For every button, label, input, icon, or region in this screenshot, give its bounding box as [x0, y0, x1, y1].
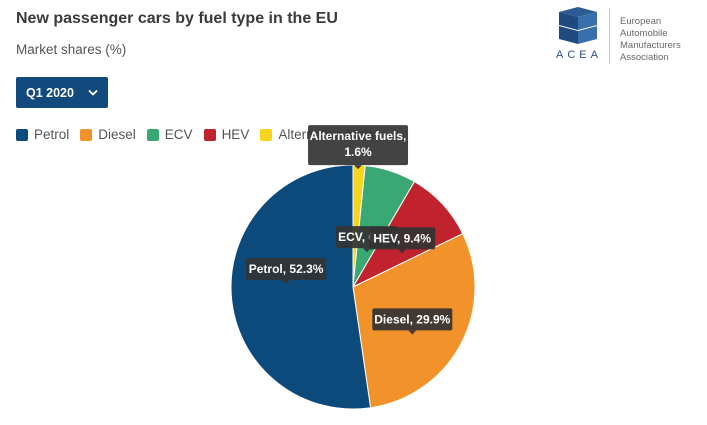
logo-line: Automobile [620, 28, 668, 39]
logo-line: Association [620, 52, 669, 63]
acea-cube-icon [559, 7, 597, 44]
data-label-text: Diesel, 29.9% [374, 312, 450, 326]
legend-item-hev[interactable]: HEV [203, 127, 250, 142]
legend-label: HEV [221, 127, 250, 142]
legend-swatch [146, 128, 159, 141]
chart-subtitle: Market shares (%) [16, 42, 127, 57]
logo-divider [609, 8, 610, 64]
data-label-petrol: Petrol, 52.3% [246, 257, 327, 284]
data-label-text: Alternative fuels, [310, 129, 407, 143]
logo-line: European [620, 16, 662, 27]
legend-swatch [203, 128, 216, 141]
data-label-text: HEV, 9.4% [373, 231, 431, 245]
logo-line: Manufacturers [620, 40, 681, 51]
period-dropdown[interactable]: Q1 2020 [16, 77, 108, 108]
acea-wordmark: ACEA [556, 49, 602, 61]
legend-label: ECV [164, 127, 193, 142]
legend-label: Petrol [34, 127, 70, 142]
legend-item-petrol[interactable]: Petrol [16, 127, 69, 142]
period-dropdown-label: Q1 2020 [26, 85, 74, 100]
data-label-text: 1.6% [344, 145, 372, 159]
chart-title: New passenger cars by fuel type in the E… [16, 10, 338, 27]
data-label-text: Petrol, 52.3% [249, 262, 324, 276]
legend-item-diesel[interactable]: Diesel [80, 127, 136, 142]
pie-slice-petrol[interactable] [230, 164, 372, 410]
legend-label: Diesel [98, 127, 136, 142]
legend-swatch [260, 128, 273, 141]
legend-swatch [80, 128, 93, 141]
acea-logo: ACEA European Automobile Manufacturers A… [553, 6, 703, 66]
data-label-alternative-fuels: Alternative fuels, 1.6% [308, 125, 409, 170]
legend-item-ecv[interactable]: ECV [146, 127, 193, 142]
data-label-diesel: Diesel, 29.9% [372, 308, 453, 335]
data-label-hev: HEV, 9.4% [369, 227, 436, 254]
legend-swatch [16, 128, 28, 141]
chevron-down-icon [88, 89, 98, 95]
logo-association-text: European Automobile Manufacturers Associ… [620, 16, 681, 64]
